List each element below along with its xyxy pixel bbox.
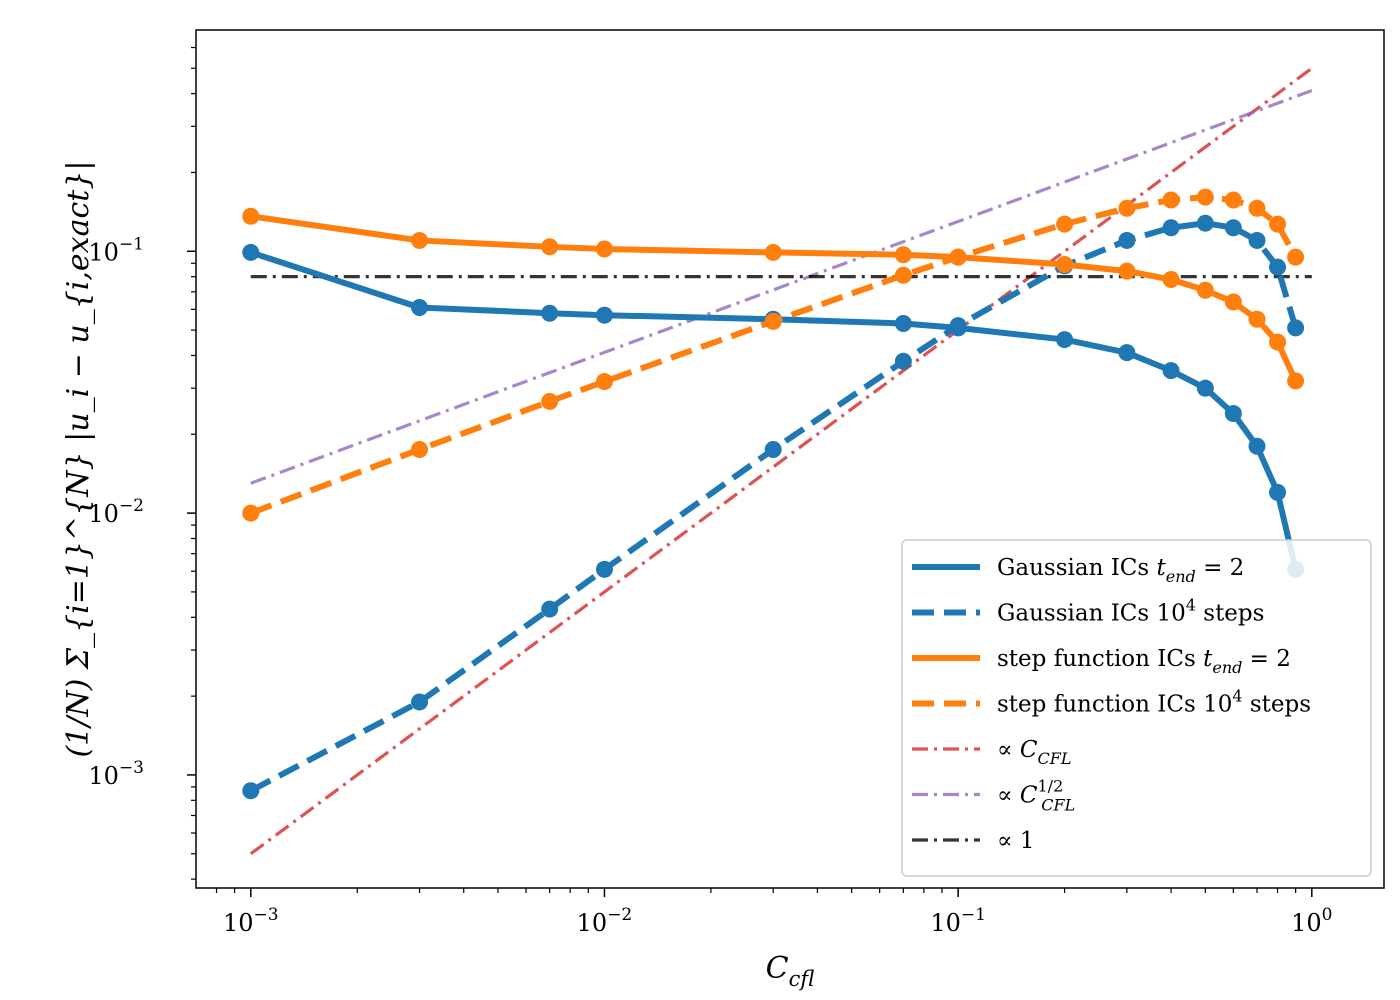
legend-entry-gaussian-ics-t-end-2: Gaussian ICs tend = 2 [912,555,1244,586]
data-point [1118,231,1136,249]
data-point [1118,199,1136,217]
data-point [242,504,260,522]
x-tick-label: 10−2 [577,905,633,937]
data-point [1196,281,1214,299]
legend-label: Gaussian ICs tend = 2 [997,555,1244,586]
legend-entry-gaussian-ics-10-4-steps: Gaussian ICs 104 steps [912,596,1264,627]
data-point [1287,248,1305,266]
data-point [1287,319,1305,337]
data-point [1056,256,1074,274]
data-point [764,440,782,458]
series-c-cfl [249,66,1313,856]
data-point [411,298,429,316]
x-tick-label: 10−1 [930,905,986,937]
y-axis-label-text: (1/N) Σ_{i=1}^{N} |u_i − u_{i,exact}| [61,160,96,757]
legend-entry-1: ∝ 1 [912,828,1035,854]
data-point [949,248,967,266]
series-line [249,194,1299,516]
data-point [1287,372,1305,390]
data-point [1224,405,1242,423]
data-point [411,440,429,458]
data-point [1196,379,1214,397]
data-point [1118,262,1136,280]
x-tick-label: 10−3 [223,905,279,937]
data-point [1224,219,1242,237]
data-point [595,373,613,391]
series-layer [242,66,1313,856]
data-point [949,319,967,337]
legend-label: step function ICs 104 steps [997,687,1311,718]
legend-label: step function ICs tend = 2 [997,646,1291,677]
data-point [894,314,912,332]
data-point [894,266,912,284]
series-line [249,66,1313,856]
legend-entry-step-function-ics-t-end-2: step function ICs tend = 2 [912,646,1291,677]
series-line [247,249,1299,573]
data-point [411,231,429,249]
ticks-layer: 10−3 10−2 10−1 100 10−3 10−2 10−1 [88,46,1332,937]
y-tick-label: 10−1 [88,234,144,266]
data-point [595,240,613,258]
x-tick-label: 100 [1291,905,1332,937]
data-point [1162,191,1180,209]
y-axis-label: (1/N) Σ_{i=1}^{N} |u_i − u_{i,exact}| [61,160,96,757]
series-c-cfl-1-2 [250,89,1313,485]
legend-entry-c-cfl-1-2: ∝ C1/2 CFL [912,777,1075,815]
legend-label: Gaussian ICs 104 steps [997,596,1264,627]
data-point [1196,214,1214,232]
data-point [242,207,260,225]
data-point [541,392,559,410]
data-point [764,312,782,330]
data-point [764,243,782,261]
data-point [595,560,613,578]
y-tick-label: 10−2 [88,496,144,528]
data-point [894,246,912,264]
data-point [1248,310,1266,328]
plot-frame [195,29,1385,889]
data-point [1269,333,1287,351]
data-point [1269,258,1287,276]
data-point [1248,199,1266,217]
data-point [1196,188,1214,206]
x-axis-label: Ccfl [766,951,815,991]
series-line [250,89,1313,485]
data-point [411,693,429,711]
data-point [242,243,260,261]
data-point [1269,215,1287,233]
data-point [1224,191,1242,209]
legend-label: ∝ CCFL [997,737,1071,768]
legend-label: ∝ C1/2 CFL [997,777,1075,815]
data-point [242,782,260,800]
series-step-function-ics-10-4-steps [242,188,1305,522]
legend-entry-step-function-ics-10-4-steps: step function ICs 104 steps [912,687,1311,718]
data-point [1224,293,1242,311]
data-point [595,306,613,324]
data-point [1162,271,1180,289]
legend-entry-c-cfl: ∝ CCFL [912,737,1071,768]
data-point [1248,437,1266,455]
data-point [541,304,559,322]
legend-box [901,539,1372,877]
data-point [894,352,912,370]
series-gaussian-ics-t-end-2 [242,243,1305,578]
data-point [1118,344,1136,362]
y-tick-label: 10−3 [88,758,144,790]
data-point [1162,362,1180,380]
data-point [1056,215,1074,233]
legend: Gaussian ICs tend = 2 Gaussian ICs 104 st… [901,539,1372,877]
legend-label: ∝ 1 [997,828,1035,854]
data-point [1248,231,1266,249]
series-step-function-ics-t-end-2 [242,207,1305,390]
data-point [1162,219,1180,237]
data-point [541,600,559,618]
data-point [1269,483,1287,501]
data-point [1056,331,1074,349]
data-point [541,238,559,256]
